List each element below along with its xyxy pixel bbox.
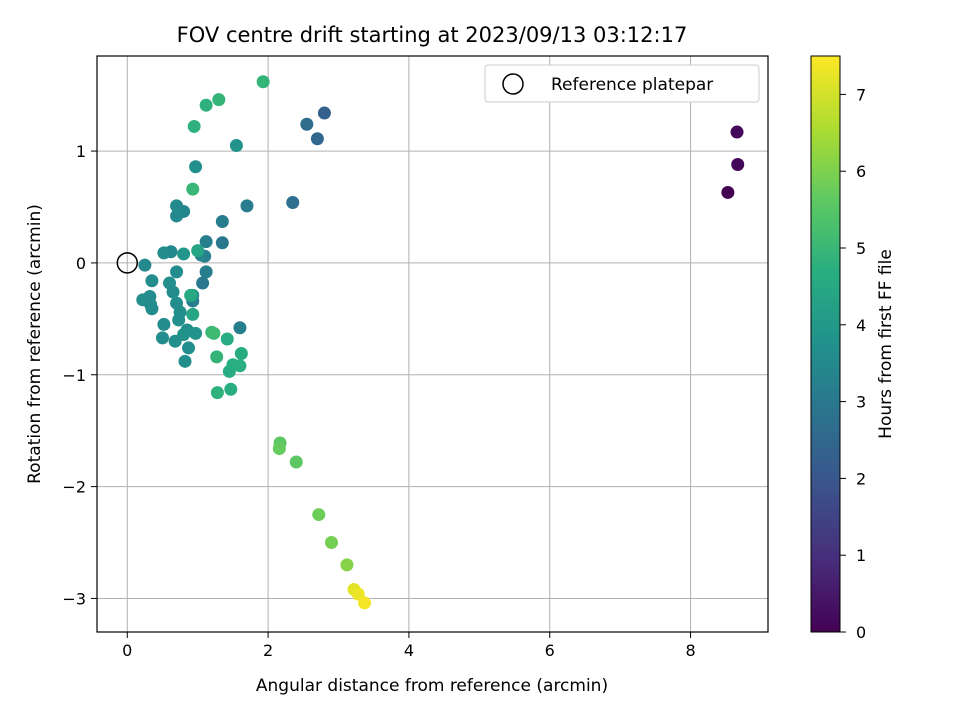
data-point <box>166 285 180 299</box>
data-point <box>272 442 286 456</box>
data-point <box>210 386 224 400</box>
data-point <box>240 199 254 213</box>
y-tick-label: 1 <box>76 142 86 161</box>
data-point <box>182 341 196 355</box>
x-axis-ticks: 0 2 4 6 8 <box>122 632 696 660</box>
data-point <box>155 331 169 345</box>
data-point <box>189 160 203 174</box>
gridlines <box>97 56 768 632</box>
colorbar-gradient <box>810 55 841 633</box>
data-point <box>184 288 198 302</box>
legend: Reference platepar <box>484 64 760 103</box>
data-point <box>300 117 314 131</box>
legend-marker <box>502 73 524 95</box>
data-point <box>224 382 238 396</box>
colorbar-title: Hours from first FF file <box>876 249 896 439</box>
x-tick-label: 8 <box>685 641 695 660</box>
data-point <box>186 182 200 196</box>
data-point <box>157 317 171 331</box>
data-point <box>731 157 745 171</box>
data-point <box>233 321 247 335</box>
data-point <box>145 302 159 316</box>
colorbar-tick-label: 2 <box>856 469 866 488</box>
data-point <box>256 75 270 89</box>
x-tick-label: 6 <box>545 641 555 660</box>
legend-label: Reference platepar <box>551 75 713 95</box>
y-tick-label: 0 <box>76 254 86 273</box>
data-point <box>172 313 186 327</box>
data-point <box>730 125 744 139</box>
data-point <box>186 307 200 321</box>
data-point <box>215 215 229 229</box>
colorbar-tick-label: 5 <box>856 239 866 258</box>
data-point <box>157 246 171 260</box>
colorbar-tick-label: 7 <box>856 85 866 104</box>
legend-box <box>484 64 760 103</box>
data-point <box>168 334 182 348</box>
data-points <box>116 75 745 610</box>
data-point <box>187 119 201 133</box>
data-point <box>138 258 152 272</box>
data-point <box>310 132 324 146</box>
data-point <box>145 274 159 288</box>
data-point <box>234 347 248 361</box>
y-axis-ticks: −3 −2 −1 0 1 <box>62 142 97 608</box>
colorbar-tick-label: 3 <box>856 393 866 412</box>
data-point <box>286 196 300 210</box>
chart-title: FOV centre drift starting at 2023/09/13 … <box>177 23 688 47</box>
data-point <box>317 106 331 120</box>
colorbar-tick-label: 1 <box>856 546 866 565</box>
plot-frame <box>96 55 769 633</box>
data-point <box>721 185 735 199</box>
data-point <box>229 138 243 152</box>
data-point <box>189 326 203 340</box>
data-point <box>199 98 213 112</box>
data-point <box>196 276 210 290</box>
data-point <box>178 354 192 368</box>
data-point <box>207 326 221 340</box>
data-point <box>170 199 184 213</box>
y-tick-label: −1 <box>62 366 86 385</box>
data-point <box>289 455 303 469</box>
data-point <box>210 350 224 364</box>
data-point <box>191 244 205 258</box>
x-tick-label: 4 <box>404 641 414 660</box>
colorbar-tick-label: 6 <box>856 162 866 181</box>
data-point <box>199 235 213 249</box>
data-point <box>220 332 234 346</box>
data-point <box>340 558 354 572</box>
colorbar-ticks: 0 1 2 3 4 5 6 7 <box>840 85 866 642</box>
data-point <box>212 93 226 107</box>
data-point <box>324 536 338 550</box>
colorbar: 0 1 2 3 4 5 6 7 Hours from first FF file <box>810 55 896 642</box>
data-point <box>358 596 372 610</box>
data-point <box>215 236 229 250</box>
data-point <box>177 247 191 261</box>
colorbar-tick-label: 4 <box>856 316 866 335</box>
data-point <box>233 359 247 373</box>
colorbar-tick-label: 0 <box>856 623 866 642</box>
data-point <box>199 265 213 279</box>
x-axis-title: Angular distance from reference (arcmin) <box>256 676 608 696</box>
data-point <box>170 209 184 223</box>
data-point <box>312 508 326 522</box>
y-axis-title: Rotation from reference (arcmin) <box>25 204 45 484</box>
x-tick-label: 2 <box>263 641 273 660</box>
data-point <box>170 265 184 279</box>
reference-point-marker <box>116 252 139 274</box>
y-tick-label: −3 <box>62 589 86 608</box>
y-tick-label: −2 <box>62 478 86 497</box>
x-tick-label: 0 <box>122 641 132 660</box>
data-point <box>222 364 236 378</box>
